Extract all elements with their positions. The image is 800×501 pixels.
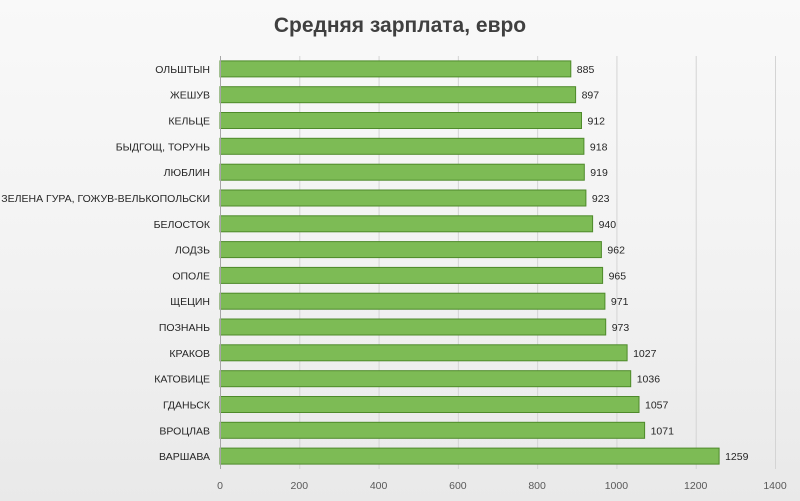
bar [219,189,587,207]
category-label: ЩЕЦИН [170,296,210,308]
tick-label: 800 [528,480,546,492]
tick-label: 200 [291,480,309,492]
category-label: ОЛЬШТЫН [155,64,210,76]
tick-label: 1000 [605,480,629,492]
value-label: 971 [611,296,629,308]
value-label: 1057 [645,400,669,412]
category-label: ЗЕЛЕНА ГУРА, ГОЖУВ-ВЕЛЬКОПОЛЬСКИ [1,193,210,205]
value-label: 973 [612,322,630,334]
value-label: 885 [577,64,595,76]
bar [219,318,607,336]
tick-label: 1200 [684,480,708,492]
value-label: 940 [599,219,617,231]
bar [219,396,640,413]
bar [219,421,646,439]
tick-label: 1400 [763,480,787,492]
category-label: ВАРШАВА [159,451,210,463]
category-label: ВРОЦЛАВ [159,425,210,437]
bar [219,215,594,233]
bar [219,137,585,155]
bar [219,60,572,78]
value-label: 919 [590,167,608,179]
tick-label: 400 [370,480,388,492]
bar [219,447,720,465]
category-label: КАТОВИЦЕ [154,374,210,386]
bar [219,86,577,104]
category-label: БЫДГОЩ, ТОРУНЬ [116,141,210,153]
value-label: 1071 [651,425,675,437]
category-axis: ОЛЬШТЫН ЖЕШУВ КЕЛЬЦЕ БЫДГОЩ, ТОРУНЬ ЛЮБЛИН ЗЕ… [1,56,221,469]
value-label: 912 [588,116,606,128]
value-label: 918 [590,141,608,153]
value-label: 965 [609,270,627,282]
chart-title: Средняя зарплата, евро [274,14,526,37]
value-label: 923 [592,193,610,205]
category-label: ОПОЛЕ [172,270,210,282]
bar [219,292,606,310]
category-label: КРАКОВ [169,348,210,360]
tick-label: 0 [217,480,223,492]
tick-label: 600 [449,480,467,492]
value-label: 1036 [637,374,661,386]
category-label: ГДАНЬСК [163,400,211,412]
value-label: 1259 [725,451,749,463]
category-label: КЕЛЬЦЕ [168,116,210,128]
bar [219,112,582,129]
value-label: 1027 [633,348,657,360]
category-label: БЕЛОСТОК [154,219,211,231]
category-label: ЖЕШУВ [170,90,210,102]
bar [219,241,602,259]
value-axis-ticks: 0 200 400 600 800 1000 1200 1400 [217,480,787,492]
value-label: 897 [582,90,600,102]
bar [219,344,628,362]
category-label: ЛОДЗЬ [175,245,210,257]
bar [219,163,585,181]
category-label: ПОЗНАНЬ [159,322,210,334]
value-label: 962 [607,245,625,257]
bar [219,266,604,284]
category-label: ЛЮБЛИН [164,167,210,179]
bar [219,370,632,388]
